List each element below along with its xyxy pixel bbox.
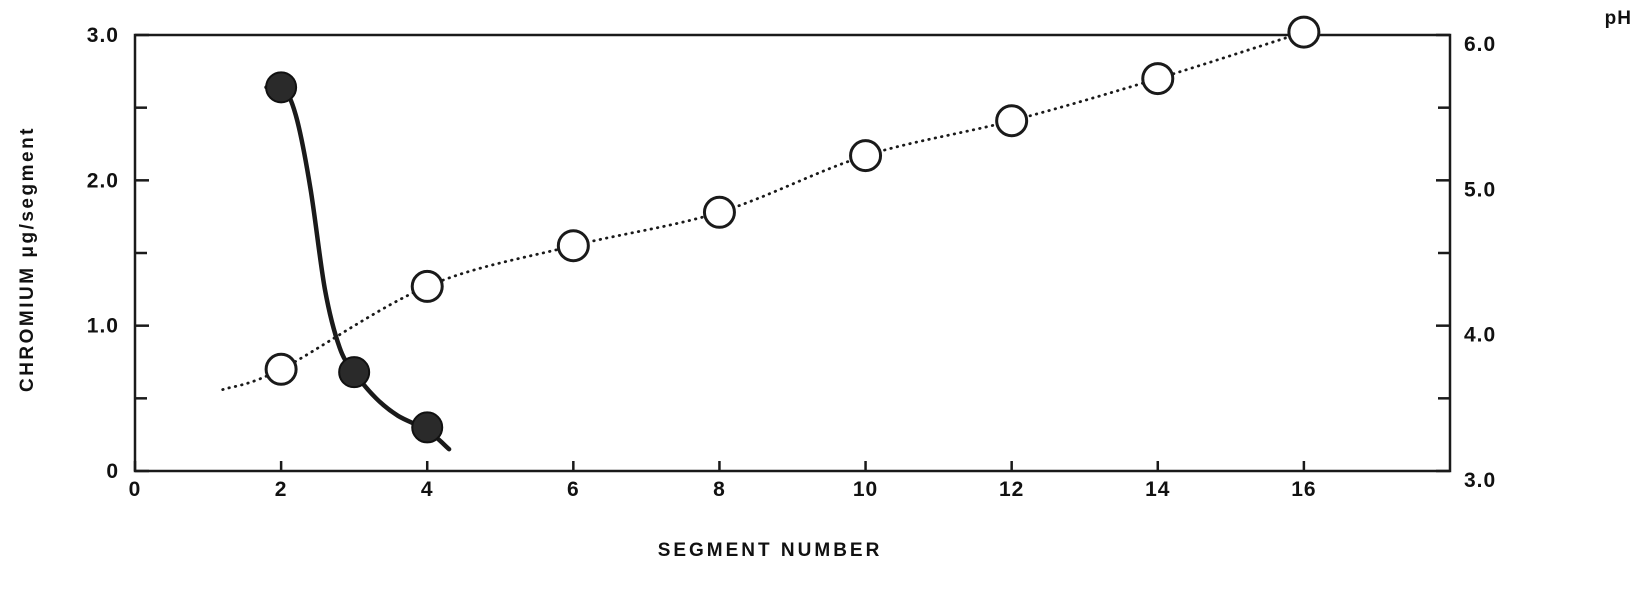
axis-ticks-group xyxy=(133,33,1450,473)
x-tick-label: 2 xyxy=(275,478,288,501)
x-tick-label: 16 xyxy=(1291,478,1316,501)
x-tick-label: 6 xyxy=(567,478,580,501)
ph-data-point xyxy=(556,229,590,263)
x-tick-label: 8 xyxy=(713,478,726,501)
x-tick-label: 4 xyxy=(421,478,434,501)
y-tick-label: 0 xyxy=(106,460,119,483)
ph-data-point xyxy=(264,352,298,386)
markers-group xyxy=(264,15,1321,444)
x-axis-title: SEGMENT NUMBER xyxy=(658,540,883,561)
ph-data-point xyxy=(995,104,1029,138)
y-tick-label: 1.0 xyxy=(87,315,119,338)
ph-data-point xyxy=(410,269,444,303)
chromium-data-point xyxy=(338,356,371,389)
x-tick-label: 0 xyxy=(129,478,142,501)
chromium-series-line xyxy=(264,80,452,452)
y-tick-label: 3.0 xyxy=(87,24,119,47)
ph-data-point xyxy=(849,139,883,173)
y2-tick-label: 5.0 xyxy=(1464,178,1496,201)
plot-frame xyxy=(133,33,1452,473)
y2-tick-label: 6.0 xyxy=(1464,33,1496,56)
y-axis-title: CHROMIUM μg/segment xyxy=(17,126,38,392)
y-tick-label: 2.0 xyxy=(87,169,119,192)
y2-tick-label: 3.0 xyxy=(1464,469,1496,492)
x-tick-label: 12 xyxy=(999,478,1024,501)
ph-data-point xyxy=(1141,62,1175,96)
y2-axis-unit-label: pH xyxy=(1605,8,1632,29)
x-tick-label: 14 xyxy=(1145,478,1170,501)
tick-labels-group: 0 2 4 6 8 10 12 14 16 0 1.0 2.0 3.0 3.0 4.0 5.0 6.0 xyxy=(87,24,1496,501)
series-group xyxy=(221,30,1306,452)
chromium-data-point xyxy=(265,71,298,104)
x-tick-label: 10 xyxy=(853,478,878,501)
plot-frame-group xyxy=(133,33,1452,473)
ph-data-point xyxy=(1287,15,1321,49)
ph-series-line xyxy=(221,30,1306,391)
y2-tick-label: 4.0 xyxy=(1464,324,1496,347)
chromium-data-point xyxy=(411,411,444,444)
ph-data-point xyxy=(702,195,736,229)
